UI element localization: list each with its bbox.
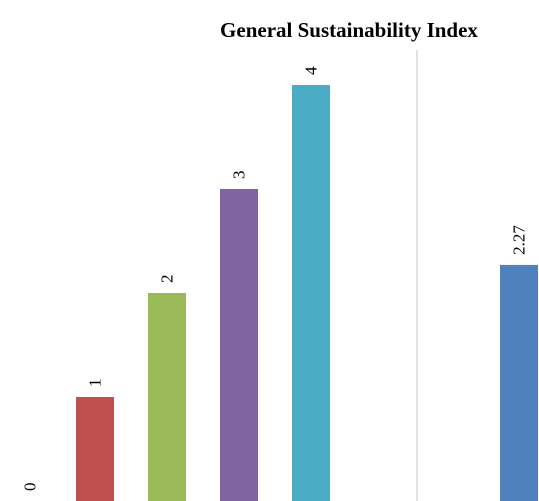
data-label-0: 0	[21, 483, 40, 492]
data-label-4: 4	[302, 66, 321, 75]
data-label-3: 3	[230, 171, 249, 180]
bar-5	[500, 264, 538, 501]
bars	[76, 85, 538, 501]
bar-1	[76, 397, 114, 501]
bar-2	[148, 293, 186, 501]
data-labels: 0 1 2 3 4 2.27	[21, 66, 529, 491]
chart-title: General Sustainability Index	[220, 18, 478, 42]
bar-3	[220, 189, 258, 501]
data-label-5: 2.27	[510, 225, 529, 255]
data-label-2: 2	[158, 275, 177, 284]
bar-4	[292, 85, 330, 501]
data-label-1: 1	[86, 379, 105, 388]
